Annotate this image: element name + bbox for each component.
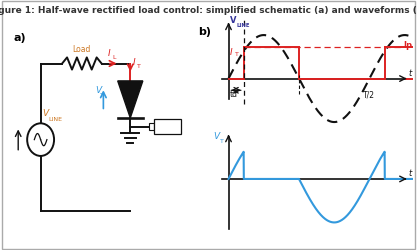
Text: T: T <box>236 52 239 57</box>
Text: t: t <box>409 170 412 178</box>
Bar <box>149 123 154 130</box>
Bar <box>154 119 181 134</box>
Text: V: V <box>214 132 219 141</box>
Text: I: I <box>108 49 111 58</box>
Text: L: L <box>112 55 116 60</box>
Text: CTRL: CTRL <box>158 122 178 131</box>
Text: I: I <box>230 48 232 58</box>
Text: T: T <box>138 64 141 69</box>
Text: T/2: T/2 <box>364 91 375 100</box>
Text: V: V <box>43 109 48 118</box>
Text: td: td <box>230 90 238 99</box>
Text: I: I <box>133 58 136 66</box>
Text: Figure 1: Half-wave rectified load control: simplified schematic (a) and wavefor: Figure 1: Half-wave rectified load contr… <box>0 6 417 15</box>
Text: V: V <box>230 16 236 25</box>
Text: Ip: Ip <box>403 42 412 50</box>
Text: T: T <box>220 139 224 144</box>
Text: V: V <box>95 86 101 95</box>
Text: t: t <box>409 69 412 78</box>
Text: T: T <box>100 93 104 98</box>
Text: a): a) <box>14 33 26 43</box>
Text: b): b) <box>198 27 211 37</box>
Text: LINE: LINE <box>236 22 250 28</box>
Polygon shape <box>118 81 143 118</box>
Text: LINE: LINE <box>49 117 63 122</box>
Text: Load: Load <box>73 45 91 54</box>
